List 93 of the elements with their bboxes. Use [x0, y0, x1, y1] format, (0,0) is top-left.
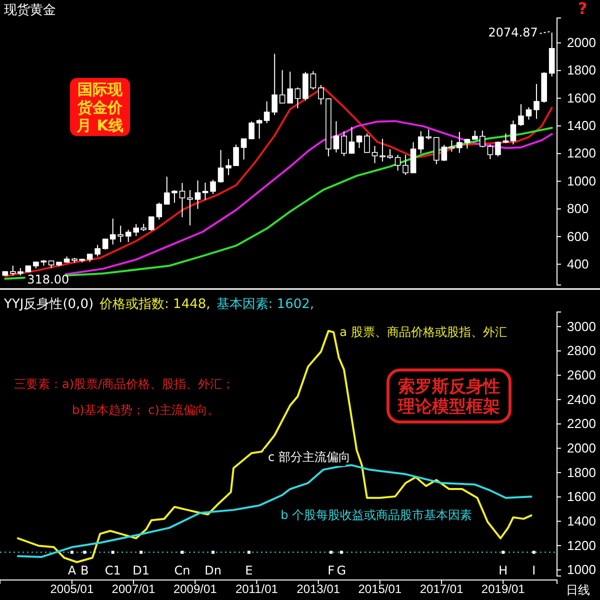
candlestick [341, 130, 347, 157]
y-tick-label: 1400 [567, 118, 596, 134]
y-tick-label: 1200 [567, 538, 596, 553]
candlestick [456, 131, 462, 154]
annotation: D1 [132, 563, 150, 578]
candlestick [194, 180, 201, 210]
y-tick-label: 1800 [567, 464, 596, 480]
candlestick [256, 118, 262, 140]
candlestick [294, 86, 301, 109]
y-tick-label: 1000 [567, 173, 596, 188]
annotation: 索罗斯反身性理论模型框架 [397, 376, 500, 418]
x-tick-label: 2013/01 [296, 582, 340, 596]
candlestick [356, 134, 362, 149]
text: 日线 [566, 583, 590, 597]
candlestick [526, 106, 532, 120]
text: 基本因素: 1602, [216, 297, 314, 312]
candlestick [502, 132, 509, 144]
candlestick [94, 244, 100, 257]
text: ? [578, 0, 588, 18]
annotation: Cn [174, 563, 190, 578]
annotation: 三要素：a)股票/商品价格、股指、外汇； [14, 377, 234, 391]
candlestick [202, 182, 208, 200]
annotation: 318.00 [27, 272, 70, 287]
y-tick-label: 2600 [567, 367, 596, 382]
y-tick-label: 2000 [567, 440, 596, 456]
y-tick-label: 1600 [567, 90, 596, 106]
chart-title: YYJ反身性(0,0) [3, 297, 94, 312]
candlestick [118, 225, 124, 243]
y-tick-label: 400 [567, 256, 589, 272]
candlestick [187, 190, 193, 226]
candlestick [441, 144, 448, 162]
x-tick-label: 2009/01 [173, 582, 218, 596]
candlestick [248, 120, 254, 140]
annotation: 2074.87 [488, 26, 538, 40]
annotation: E [245, 563, 253, 578]
annotation: F [328, 563, 335, 578]
annotation: A [68, 563, 77, 578]
y-tick-label: 2000 [567, 35, 596, 50]
y-tick-label: 3000 [567, 318, 596, 334]
candlestick [495, 141, 501, 157]
candlestick [372, 145, 378, 164]
annotation: C1 [104, 563, 121, 578]
y-tick-label: 1000 [567, 562, 596, 578]
candlestick [310, 70, 316, 90]
candlestick [218, 149, 224, 184]
candlestick [333, 120, 340, 153]
y-tick-label: 1800 [567, 62, 596, 78]
candlestick [448, 140, 455, 152]
candlestick [518, 104, 524, 126]
candlestick [287, 71, 293, 104]
candlestick [210, 179, 216, 194]
candlestick [272, 53, 278, 116]
candlestick [410, 142, 416, 174]
candlestick [402, 154, 408, 176]
annotation: a 股票、商品价格或股指、外汇 [340, 325, 507, 340]
text: 价格或指数: 1448, [98, 297, 210, 312]
annotation: 国际现货金价月 K线 [76, 80, 124, 134]
annotation: H [498, 563, 508, 578]
y-tick-label: 2800 [567, 343, 596, 358]
x-tick-label: 2007/01 [112, 582, 156, 596]
candlestick [487, 144, 494, 160]
annotation: Dn [204, 563, 222, 578]
y-tick-label: 2200 [567, 416, 596, 432]
annotation: b 个股每股收益或商品股市基本因素 [280, 508, 472, 522]
x-tick-label: 2017/01 [420, 582, 464, 596]
candlestick [240, 138, 247, 160]
candlestick [110, 218, 116, 245]
line-series [16, 464, 532, 558]
annotation: c 部分主流偏向 [268, 450, 350, 464]
annotation: b)基本趋势； c)主流偏向。 [72, 403, 220, 417]
candlestick [364, 133, 370, 154]
y-tick-label: 1600 [567, 489, 596, 504]
x-tick-label: 2015/01 [358, 582, 402, 596]
annotation: B [80, 563, 89, 578]
candlestick [264, 100, 270, 124]
x-tick-label: 2011/01 [235, 582, 278, 596]
chart-title: 现货黄金 [4, 3, 56, 18]
candlestick [102, 238, 108, 250]
y-tick-label: 2400 [567, 392, 596, 407]
candlestick [434, 136, 440, 165]
y-tick-label: 1400 [567, 513, 596, 528]
candlestick [279, 70, 286, 104]
y-tick-label: 1200 [567, 146, 596, 161]
candlestick [394, 154, 401, 172]
candlestick [348, 126, 355, 154]
y-tick-label: 800 [567, 201, 589, 216]
y-tick-label: 600 [567, 228, 589, 244]
annotation: G [336, 563, 346, 578]
annotation: I [532, 563, 536, 578]
candlestick [179, 182, 186, 218]
candlestick [510, 120, 516, 145]
x-tick-label: 2005/01 [50, 582, 94, 596]
x-tick-label: 2019/01 [481, 582, 526, 596]
